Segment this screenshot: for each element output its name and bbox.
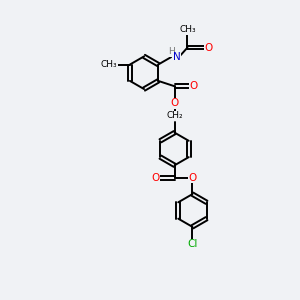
Text: CH₃: CH₃ bbox=[179, 25, 196, 34]
Text: H: H bbox=[168, 47, 175, 56]
Text: O: O bbox=[170, 98, 179, 108]
Text: O: O bbox=[190, 81, 198, 91]
Text: O: O bbox=[205, 43, 213, 52]
Text: CH₃: CH₃ bbox=[101, 60, 117, 69]
Text: N: N bbox=[172, 52, 180, 62]
Text: CH₂: CH₂ bbox=[166, 111, 183, 120]
Text: O: O bbox=[188, 173, 196, 183]
Text: O: O bbox=[151, 173, 159, 183]
Text: Cl: Cl bbox=[187, 239, 198, 249]
